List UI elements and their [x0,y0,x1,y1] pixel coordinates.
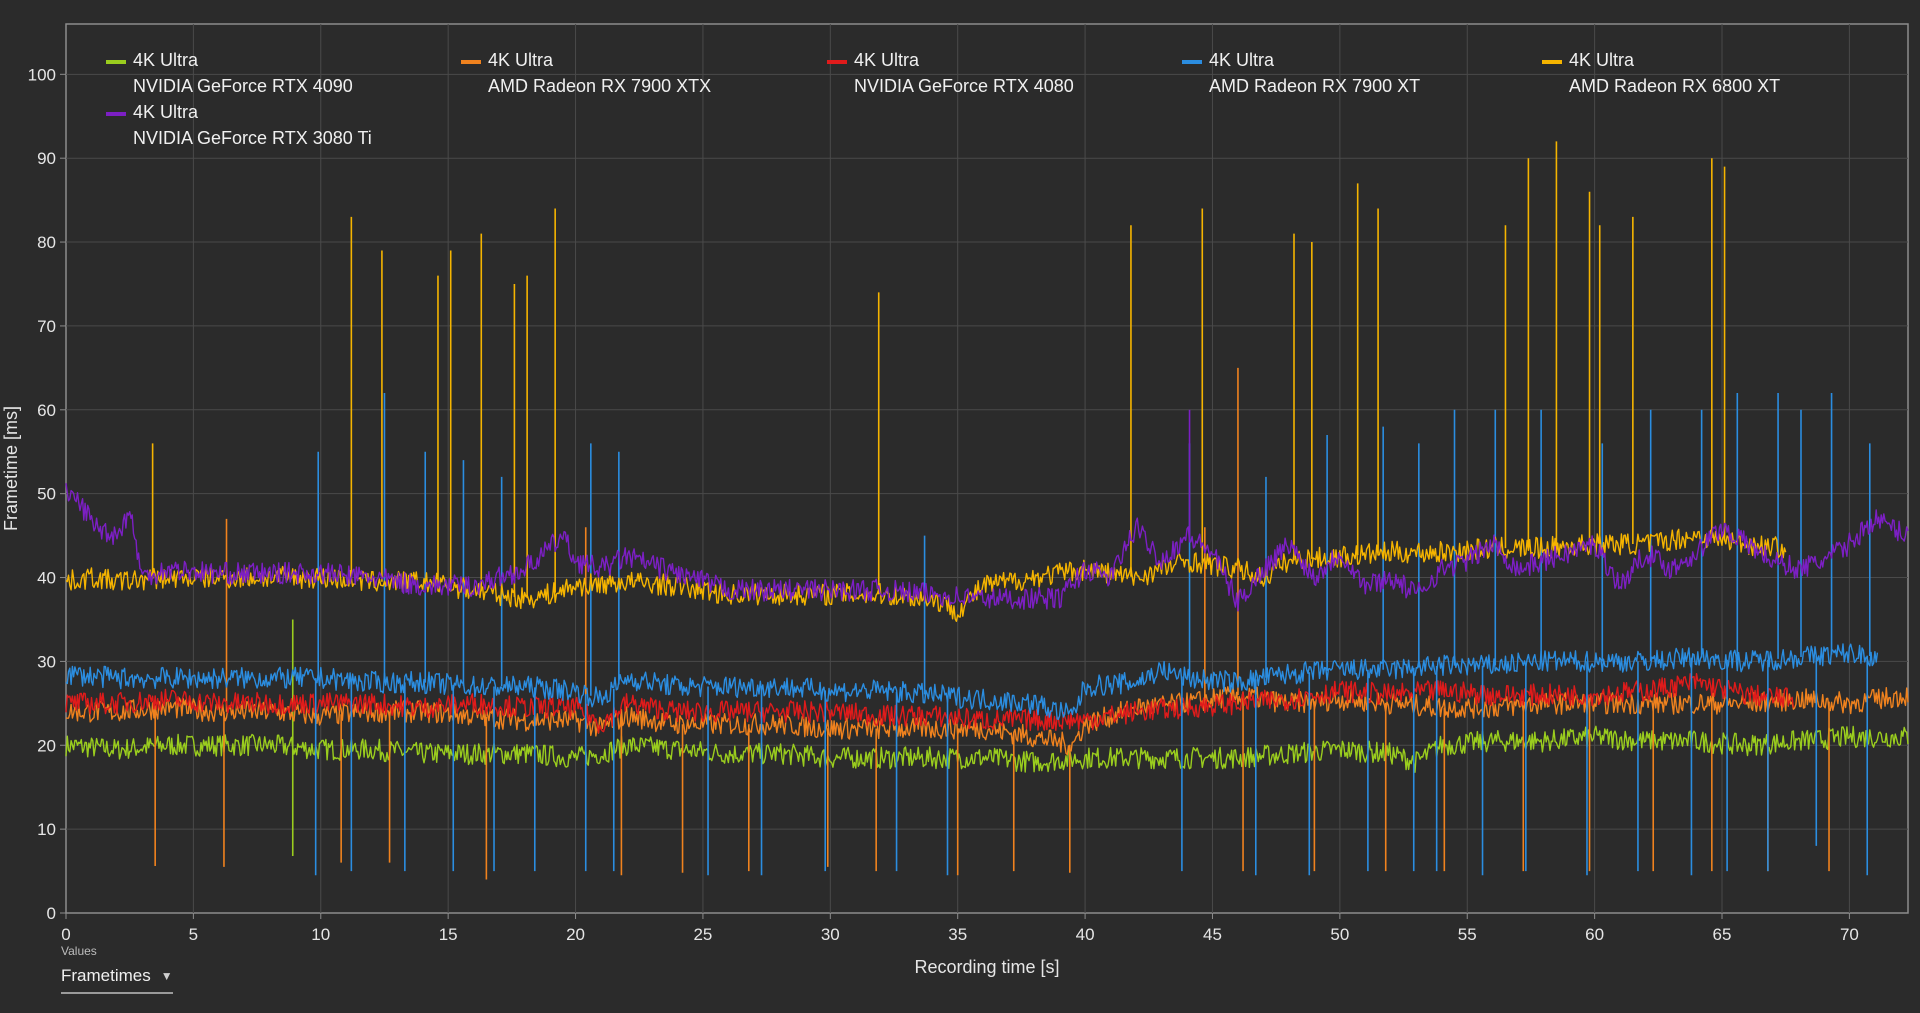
legend-gpu: AMD Radeon RX 6800 XT [1569,76,1780,96]
legend-gpu: NVIDIA GeForce RTX 4090 [133,76,353,96]
y-axis-ticks: 0 10 20 30 40 50 60 70 80 90 100 [28,65,66,923]
legend-swatch [106,60,126,64]
series-lines [65,141,1909,880]
plot-area [65,23,1909,914]
y-tick-label: 60 [37,401,56,420]
legend-gpu: NVIDIA GeForce RTX 4080 [854,76,1074,96]
legend-label: 4K Ultra [488,50,554,70]
legend-gpu: NVIDIA GeForce RTX 3080 Ti [133,128,372,148]
legend-item: 4K Ultra AMD Radeon RX 7900 XTX [461,50,711,96]
legend-item: 4K Ultra NVIDIA GeForce RTX 3080 Ti [106,102,372,148]
x-tick-label: 10 [311,925,330,944]
x-tick-label: 0 [61,925,70,944]
legend-swatch [461,60,481,64]
series-line [65,725,1909,773]
x-tick-label: 40 [1076,925,1095,944]
y-tick-label: 70 [37,317,56,336]
series-1 [65,619,1909,856]
x-tick-label: 30 [821,925,840,944]
legend-label: 4K Ultra [133,102,199,122]
series-line [65,643,1879,720]
values-select[interactable]: Frametimes ▼ [61,964,173,994]
series-line [65,483,1909,612]
legend-label: 4K Ultra [1209,50,1275,70]
x-tick-label: 20 [566,925,585,944]
x-tick-label: 35 [948,925,967,944]
y-tick-label: 50 [37,485,56,504]
legend-swatch [827,60,847,64]
y-tick-label: 80 [37,233,56,252]
x-tick-label: 70 [1840,925,1859,944]
legend-swatch [1542,60,1562,64]
legend-item: 4K Ultra NVIDIA GeForce RTX 4080 [827,50,1074,96]
series-line [65,673,1795,734]
values-selected-label: Frametimes [61,966,151,985]
y-tick-label: 100 [28,65,56,84]
grid-lines [66,24,1908,913]
x-tick-label: 65 [1713,925,1732,944]
legend-gpu: AMD Radeon RX 7900 XTX [488,76,711,96]
x-tick-label: 25 [693,925,712,944]
legend-item: 4K Ultra AMD Radeon RX 7900 XT [1182,50,1420,96]
values-dropdown[interactable]: Values Frametimes ▼ [61,944,173,994]
legend-swatch [1182,60,1202,64]
series-5 [65,141,1787,622]
legend-label: 4K Ultra [133,50,199,70]
y-tick-label: 40 [37,569,56,588]
x-tick-label: 5 [189,925,198,944]
x-tick-label: 45 [1203,925,1222,944]
series-3 [65,673,1795,734]
legend: 4K Ultra NVIDIA GeForce RTX 4090 4K Ultra A… [106,50,1780,148]
x-axis-ticks: 0 5 10 15 20 25 30 35 40 45 50 55 60 65 70 [61,913,1859,944]
series-line [65,684,1909,756]
legend-swatch [106,112,126,116]
legend-item: 4K Ultra NVIDIA GeForce RTX 4090 [106,50,353,96]
legend-label: 4K Ultra [854,50,920,70]
y-tick-label: 90 [37,149,56,168]
legend-gpu: AMD Radeon RX 7900 XT [1209,76,1420,96]
y-axis-title: Frametime [ms] [1,406,21,531]
series-2 [65,367,1909,880]
y-tick-label: 10 [37,820,56,839]
legend-label: 4K Ultra [1569,50,1635,70]
x-tick-label: 15 [439,925,458,944]
x-tick-label: 55 [1458,925,1477,944]
y-tick-label: 0 [47,904,56,923]
y-tick-label: 20 [37,736,56,755]
series-6 [65,409,1909,612]
x-axis-title: Recording time [s] [914,957,1059,977]
series-4 [65,393,1879,876]
y-tick-label: 30 [37,652,56,671]
values-caption: Values [61,944,97,958]
chevron-down-icon[interactable]: ▼ [160,969,173,983]
x-tick-label: 60 [1585,925,1604,944]
x-tick-label: 50 [1330,925,1349,944]
legend-item: 4K Ultra AMD Radeon RX 6800 XT [1542,50,1780,96]
